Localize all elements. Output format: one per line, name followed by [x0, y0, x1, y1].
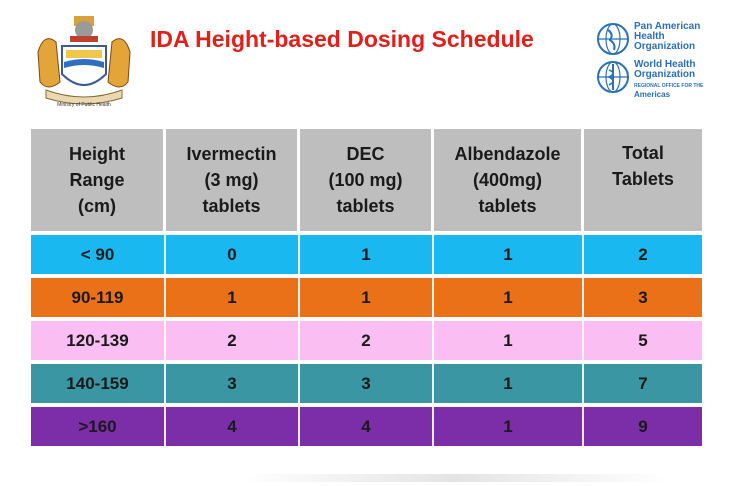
- cell-dec: 1: [300, 235, 434, 274]
- cell-dec: 4: [300, 407, 434, 446]
- cell-ivermectin: 2: [166, 321, 300, 360]
- table-row: 120-139 2 2 1 5: [31, 321, 702, 360]
- cell-height: 120-139: [31, 321, 166, 360]
- header-text: Ivermectin: [186, 144, 277, 164]
- header-text: Tablets: [612, 169, 674, 189]
- cell-albendazole: 1: [434, 321, 584, 360]
- regional-office-small: REGIONAL OFFICE FOR THE: [634, 83, 704, 89]
- cell-height: 140-159: [31, 364, 166, 403]
- cell-dec: 3: [300, 364, 434, 403]
- cell-albendazole: 1: [434, 278, 584, 317]
- header-text: tablets: [478, 196, 537, 216]
- who-logo: World Health Organization REGIONAL OFFIC…: [596, 60, 736, 100]
- header-text: Range: [69, 170, 125, 190]
- table-header-row: Height Range (cm) Ivermectin (3 mg) tabl…: [31, 129, 702, 231]
- cell-ivermectin: 1: [166, 278, 300, 317]
- paho-logo: Pan American Health Organization: [596, 22, 700, 56]
- header-text: (cm): [77, 196, 116, 216]
- cell-total: 7: [638, 373, 648, 393]
- header-height-range: Height Range (cm): [31, 129, 166, 231]
- paho-name-line-2: Health: [634, 31, 665, 42]
- cell-albendazole: 1: [434, 364, 584, 403]
- who-name: World Health Organization REGIONAL OFFIC…: [634, 60, 736, 100]
- cell-total: 5: [638, 330, 648, 350]
- table-row: 90-119 1 1 1 3: [31, 278, 702, 317]
- table-row: < 90 0 1 1 2: [31, 235, 702, 274]
- header-text: Albendazole: [454, 144, 561, 164]
- coat-of-arms-logo: [30, 12, 138, 112]
- cell-height: >160: [31, 407, 166, 446]
- regional-office-label: REGIONAL OFFICE FOR THE Americas: [634, 83, 703, 99]
- page-title: IDA Height-based Dosing Schedule: [150, 26, 534, 52]
- cell-total: 3: [638, 287, 648, 307]
- paho-name: Pan American Health Organization: [634, 22, 700, 52]
- header-text: (3 mg): [204, 170, 259, 190]
- header-total-tablets: Total Tablets: [584, 129, 702, 231]
- cell-total: 2: [638, 244, 648, 264]
- footer-faded-text: [240, 474, 670, 482]
- header-text: Height: [69, 144, 125, 164]
- who-name-line-2: Organization: [634, 69, 696, 80]
- cell-ivermectin: 4: [166, 407, 300, 446]
- header-text: DEC: [346, 144, 385, 164]
- dosing-table: Height Range (cm) Ivermectin (3 mg) tabl…: [31, 129, 702, 450]
- cell-height: < 90: [31, 235, 166, 274]
- cell-ivermectin: 0: [166, 235, 300, 274]
- header-text: Total: [622, 143, 664, 163]
- who-name-line-1: World Health: [634, 59, 696, 70]
- paho-name-line-3: Organization: [634, 41, 696, 52]
- org-logos: Pan American Health Organization World H…: [596, 22, 736, 102]
- cell-height: 90-119: [31, 278, 166, 317]
- cell-ivermectin: 3: [166, 364, 300, 403]
- table-row: 140-159 3 3 1 7: [31, 364, 702, 403]
- header-text: tablets: [336, 196, 395, 216]
- paho-globe-icon: [597, 23, 629, 55]
- who-emblem-icon: [597, 61, 629, 93]
- cell-albendazole: 1: [434, 235, 584, 274]
- paho-name-line-1: Pan American: [634, 21, 701, 32]
- header-text: (100 mg): [328, 170, 403, 190]
- cell-dec: 2: [300, 321, 434, 360]
- crest-caption: Ministry of Public Health: [57, 102, 111, 108]
- header-text: (400mg): [472, 170, 542, 190]
- header-dec: DEC (100 mg) tablets: [300, 129, 434, 231]
- header-albendazole: Albendazole (400mg) tablets: [434, 129, 584, 231]
- header-text: tablets: [202, 196, 261, 216]
- header-ivermectin: Ivermectin (3 mg) tablets: [166, 129, 300, 231]
- cell-total: 9: [638, 416, 648, 436]
- cell-dec: 1: [300, 278, 434, 317]
- regional-office-region: Americas: [634, 90, 671, 99]
- cell-albendazole: 1: [434, 407, 584, 446]
- table-row: >160 4 4 1 9: [31, 407, 702, 446]
